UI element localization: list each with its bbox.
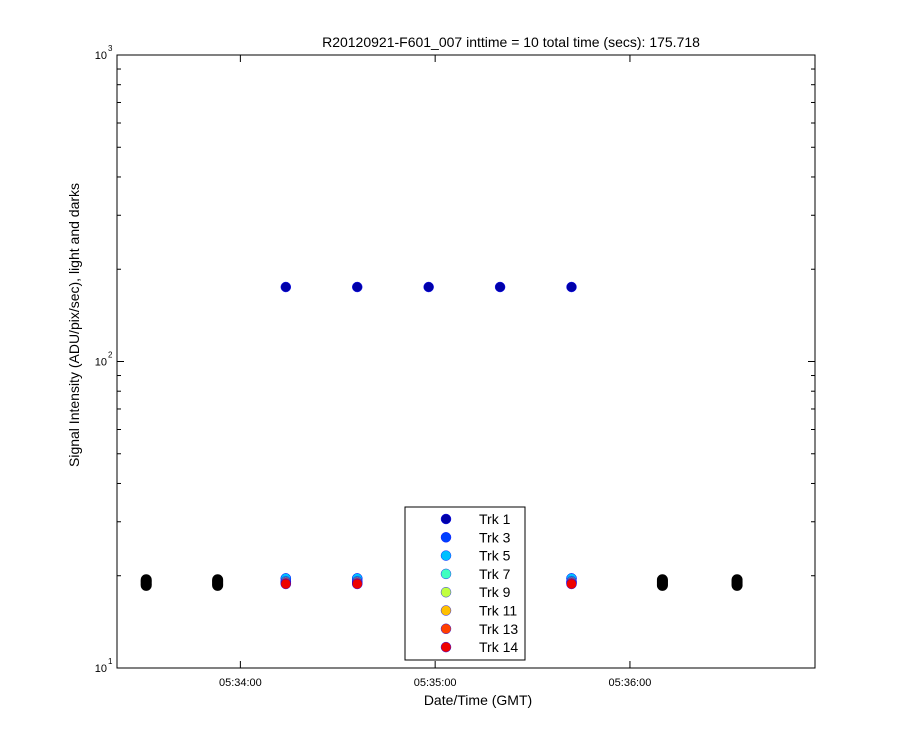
legend-label: Trk 14	[479, 639, 518, 655]
x-axis-label: Date/Time (GMT)	[424, 692, 532, 708]
legend-label: Trk 13	[479, 621, 518, 637]
axis-ticks	[117, 54, 815, 669]
dark-point	[656, 574, 668, 586]
point-trk-14	[566, 578, 577, 590]
point-trk-1	[280, 281, 292, 293]
y-tick-label: 10	[95, 663, 107, 675]
point-trk-1	[352, 281, 363, 293]
point-trk-1	[494, 281, 506, 293]
point-trk-14	[352, 578, 363, 590]
legend-label: Trk 9	[479, 584, 511, 600]
legend-marker	[440, 587, 452, 598]
legend-label: Trk 7	[479, 566, 511, 582]
point-trk-1	[566, 281, 577, 293]
point-trk-14	[280, 578, 292, 590]
dark-point	[140, 574, 152, 586]
legend-marker	[440, 605, 452, 616]
x-tick-label: 05:34:00	[219, 677, 262, 689]
legend-box	[404, 506, 526, 661]
legend-marker	[440, 550, 452, 561]
x-tick-label: 05:36:00	[609, 677, 652, 689]
y-tick-label-exponent: 2	[108, 351, 113, 360]
legend-marker	[440, 568, 452, 580]
legend-label: Trk 5	[479, 548, 511, 564]
chart-title: R20120921-F601_007 inttime = 10 total ti…	[322, 34, 700, 50]
dark-point	[731, 574, 743, 586]
legend: Trk 1 Trk 3 Trk 5 Trk 7 Trk 9 Trk 11 Trk 13 Trk…	[404, 506, 526, 661]
x-tick-label: 05:35:00	[414, 677, 457, 689]
legend-marker	[440, 641, 452, 653]
data-points	[140, 281, 743, 591]
legend-marker	[440, 532, 452, 543]
legend-label: Trk 11	[479, 603, 517, 619]
y-tick-label: 10	[95, 50, 107, 62]
legend-marker	[440, 623, 452, 634]
legend-marker	[440, 513, 452, 525]
point-trk-1	[423, 281, 434, 293]
y-axis-label: Signal Intensity (ADU/pix/sec), light an…	[66, 183, 82, 467]
y-tick-label-exponent: 1	[108, 657, 113, 666]
legend-label: Trk 3	[479, 529, 511, 545]
legend-items: Trk 1 Trk 3 Trk 5 Trk 7 Trk 9 Trk 11 Trk 13 Trk…	[440, 511, 518, 655]
y-tick-label: 10	[95, 357, 107, 369]
legend-label: Trk 1	[479, 511, 511, 527]
dark-point	[212, 574, 224, 586]
y-tick-label-exponent: 3	[108, 44, 113, 53]
